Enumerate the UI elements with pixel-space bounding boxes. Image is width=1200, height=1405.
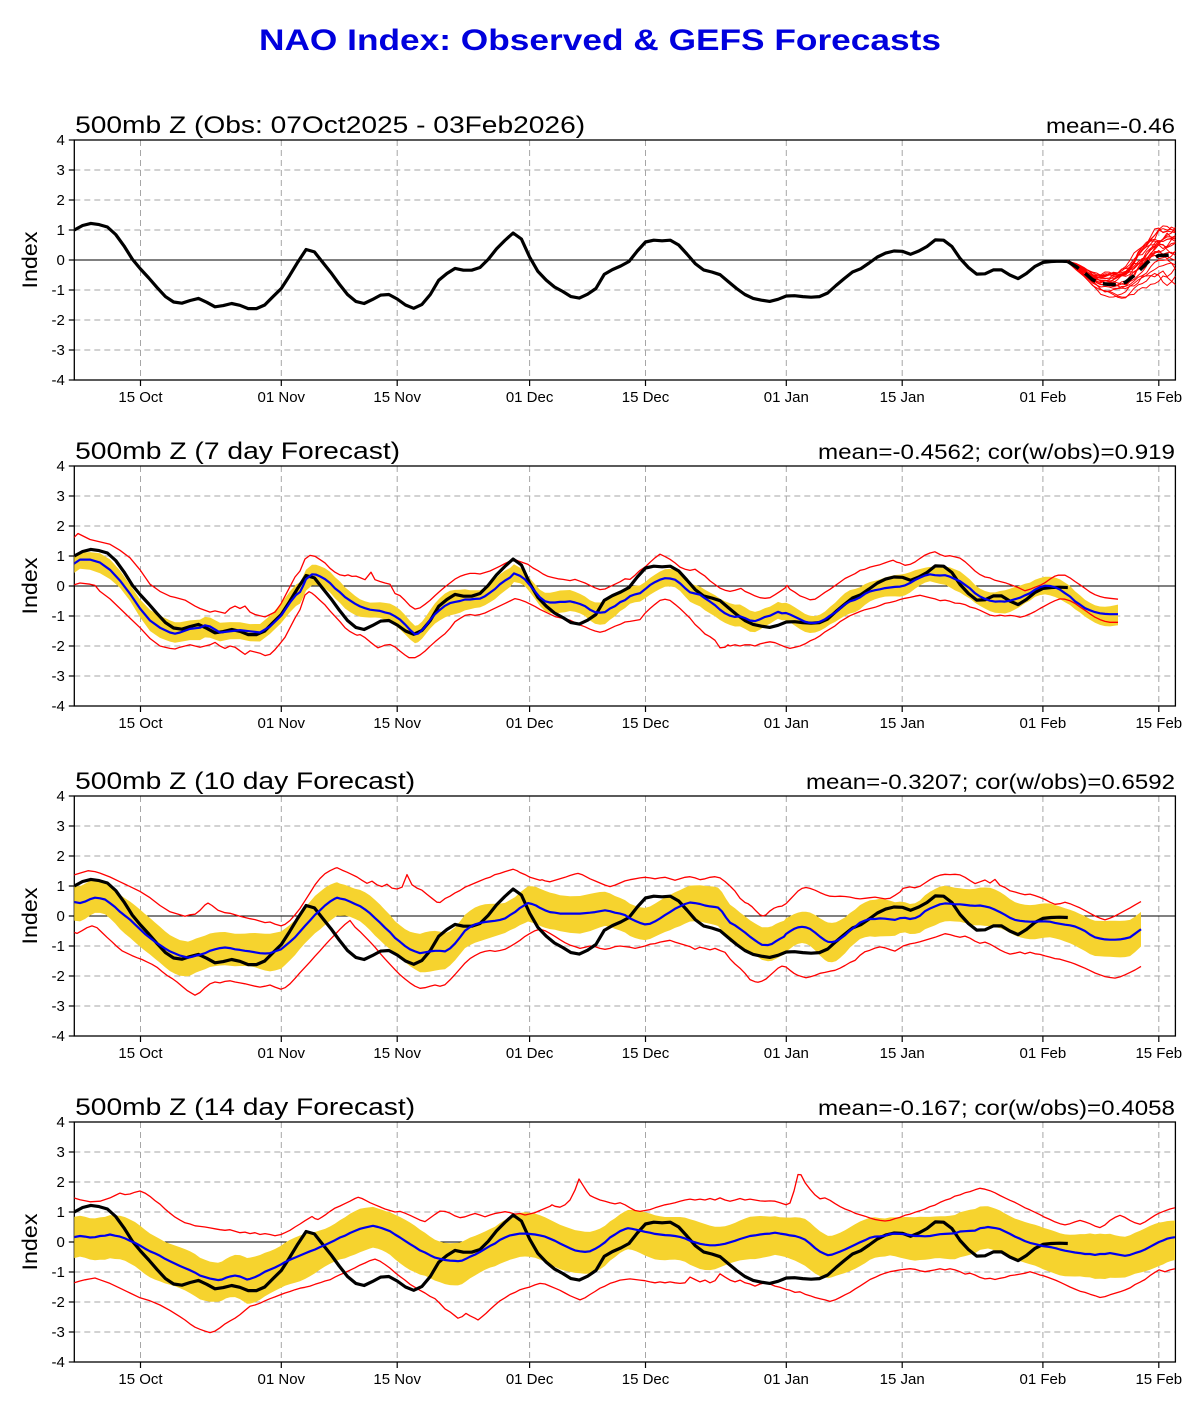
svg-text:01 Nov: 01 Nov	[258, 715, 306, 732]
svg-text:15 Feb: 15 Feb	[1135, 1045, 1182, 1062]
svg-text:2: 2	[56, 518, 64, 535]
svg-text:15 Feb: 15 Feb	[1135, 389, 1182, 406]
svg-text:mean=-0.46: mean=-0.46	[1046, 115, 1175, 138]
svg-text:15 Jan: 15 Jan	[880, 389, 925, 406]
svg-text:3: 3	[56, 1144, 64, 1161]
svg-text:01 Feb: 01 Feb	[1020, 389, 1067, 406]
svg-text:01 Feb: 01 Feb	[1020, 1371, 1067, 1388]
svg-text:-1: -1	[51, 282, 64, 299]
svg-text:-4: -4	[51, 372, 64, 389]
svg-text:Index: Index	[19, 231, 42, 289]
svg-text:3: 3	[56, 162, 64, 179]
svg-text:3: 3	[56, 818, 64, 835]
svg-text:01 Dec: 01 Dec	[506, 1371, 554, 1388]
svg-text:01 Jan: 01 Jan	[764, 389, 809, 406]
svg-text:mean=-0.4562; cor(w/obs)=0.919: mean=-0.4562; cor(w/obs)=0.919	[818, 441, 1175, 464]
svg-text:500mb Z (7 day Forecast): 500mb Z (7 day Forecast)	[75, 438, 400, 465]
svg-text:mean=-0.167; cor(w/obs)=0.4058: mean=-0.167; cor(w/obs)=0.4058	[818, 1097, 1175, 1120]
svg-text:15 Nov: 15 Nov	[373, 715, 421, 732]
svg-text:1: 1	[56, 222, 64, 239]
svg-text:1: 1	[56, 878, 64, 895]
svg-text:15 Jan: 15 Jan	[880, 1045, 925, 1062]
svg-text:4: 4	[56, 458, 64, 475]
svg-text:01 Feb: 01 Feb	[1020, 715, 1067, 732]
svg-text:-1: -1	[51, 938, 64, 955]
svg-text:-2: -2	[51, 312, 64, 329]
svg-text:15 Oct: 15 Oct	[118, 715, 163, 732]
svg-text:2: 2	[56, 848, 64, 865]
svg-text:-1: -1	[51, 608, 64, 625]
svg-text:15 Dec: 15 Dec	[622, 1045, 670, 1062]
svg-text:-4: -4	[51, 698, 64, 715]
svg-text:15 Oct: 15 Oct	[118, 1371, 163, 1388]
svg-text:01 Jan: 01 Jan	[764, 715, 809, 732]
svg-text:0: 0	[56, 578, 64, 595]
svg-text:-3: -3	[51, 342, 64, 359]
svg-text:01 Nov: 01 Nov	[258, 1371, 306, 1388]
svg-text:-3: -3	[51, 668, 64, 685]
svg-text:15 Oct: 15 Oct	[118, 389, 163, 406]
svg-text:15 Dec: 15 Dec	[622, 715, 670, 732]
svg-text:2: 2	[56, 192, 64, 209]
svg-text:15 Jan: 15 Jan	[880, 715, 925, 732]
svg-text:-3: -3	[51, 1324, 64, 1341]
svg-text:-2: -2	[51, 1294, 64, 1311]
svg-text:15 Feb: 15 Feb	[1135, 715, 1182, 732]
svg-text:-2: -2	[51, 638, 64, 655]
svg-text:4: 4	[56, 1114, 64, 1131]
svg-text:15 Nov: 15 Nov	[373, 1371, 421, 1388]
svg-text:01 Dec: 01 Dec	[506, 715, 554, 732]
svg-text:01 Nov: 01 Nov	[258, 1045, 306, 1062]
svg-text:-1: -1	[51, 1264, 64, 1281]
svg-text:0: 0	[56, 1234, 64, 1251]
svg-text:-2: -2	[51, 968, 64, 985]
svg-text:0: 0	[56, 908, 64, 925]
svg-text:500mb Z (10 day Forecast): 500mb Z (10 day Forecast)	[75, 768, 415, 795]
svg-text:4: 4	[56, 788, 64, 805]
svg-text:01 Dec: 01 Dec	[506, 389, 554, 406]
svg-text:15 Oct: 15 Oct	[118, 1045, 163, 1062]
svg-text:Index: Index	[19, 887, 42, 945]
svg-text:01 Dec: 01 Dec	[506, 1045, 554, 1062]
svg-text:15 Dec: 15 Dec	[622, 1371, 670, 1388]
svg-text:01 Jan: 01 Jan	[764, 1371, 809, 1388]
svg-text:15 Jan: 15 Jan	[880, 1371, 925, 1388]
svg-text:01 Feb: 01 Feb	[1020, 1045, 1067, 1062]
svg-text:mean=-0.3207; cor(w/obs)=0.659: mean=-0.3207; cor(w/obs)=0.6592	[806, 771, 1175, 794]
svg-text:15 Nov: 15 Nov	[373, 389, 421, 406]
svg-text:1: 1	[56, 1204, 64, 1221]
svg-text:Index: Index	[19, 1213, 42, 1271]
svg-text:0: 0	[56, 252, 64, 269]
svg-text:-4: -4	[51, 1354, 64, 1371]
svg-text:3: 3	[56, 488, 64, 505]
svg-text:15 Feb: 15 Feb	[1135, 1371, 1182, 1388]
svg-text:-4: -4	[51, 1028, 64, 1045]
svg-text:15 Dec: 15 Dec	[622, 389, 670, 406]
svg-text:2: 2	[56, 1174, 64, 1191]
svg-text:-3: -3	[51, 998, 64, 1015]
svg-text:01 Nov: 01 Nov	[258, 389, 306, 406]
svg-text:01 Jan: 01 Jan	[764, 1045, 809, 1062]
svg-text:4: 4	[56, 132, 64, 149]
svg-text:1: 1	[56, 548, 64, 565]
svg-text:500mb Z (Obs: 07Oct2025 - 03Fe: 500mb Z (Obs: 07Oct2025 - 03Feb2026)	[75, 112, 585, 139]
svg-text:NAO Index: Observed & GEFS For: NAO Index: Observed & GEFS Forecasts	[259, 24, 941, 57]
svg-text:500mb Z (14 day Forecast): 500mb Z (14 day Forecast)	[75, 1094, 415, 1121]
svg-text:15 Nov: 15 Nov	[373, 1045, 421, 1062]
svg-text:Index: Index	[19, 557, 42, 615]
